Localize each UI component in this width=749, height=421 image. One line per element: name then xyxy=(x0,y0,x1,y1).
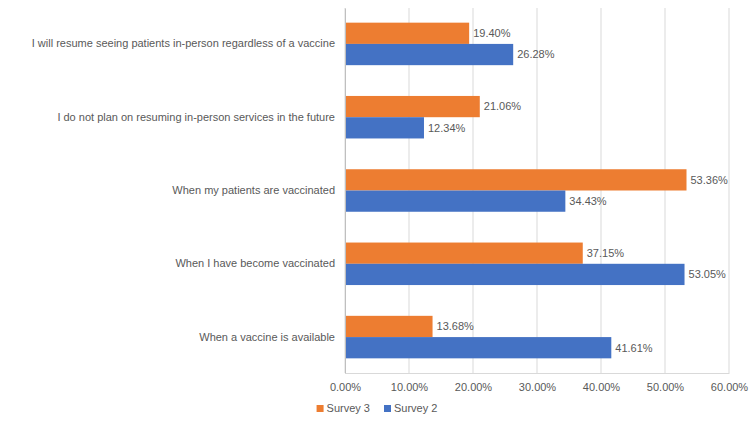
category-label: When a vaccine is available xyxy=(199,331,335,343)
bar xyxy=(345,337,611,358)
x-axis: 0.00% 10.00% 20.00% 30.00% 40.00% 50.00% 60.00… xyxy=(330,373,748,393)
legend-item: Survey 3 xyxy=(317,402,370,414)
bar xyxy=(345,169,687,190)
category-label: I do not plan on resuming in-person serv… xyxy=(57,111,335,123)
x-tick-label: 20.00% xyxy=(455,381,493,393)
category-label: When my patients are vaccinated xyxy=(172,184,335,196)
data-label: 12.34% xyxy=(428,122,466,134)
y-axis: I will resume seeing patients in-person … xyxy=(32,9,346,374)
data-label: 53.05% xyxy=(689,268,727,280)
bar xyxy=(345,191,565,212)
legend-label: Survey 2 xyxy=(394,402,437,414)
bar xyxy=(345,264,685,285)
y-tick: I will resume seeing patients in-person … xyxy=(32,37,345,49)
x-tick: 20.00% xyxy=(455,373,493,393)
bar xyxy=(345,316,433,337)
grid-line xyxy=(729,8,730,373)
x-tick: 60.00% xyxy=(711,373,749,393)
bar xyxy=(345,96,480,117)
bar xyxy=(345,44,513,65)
legend: Survey 3 Survey 2 xyxy=(317,402,438,414)
y-tick: When I have become vaccinated xyxy=(175,257,345,269)
legend-swatch xyxy=(317,405,324,412)
data-label: 13.68% xyxy=(437,320,475,332)
data-label: 19.40% xyxy=(473,27,511,39)
data-label: 53.36% xyxy=(691,174,729,186)
x-tick: 10.00% xyxy=(391,373,429,393)
legend-swatch xyxy=(384,405,391,412)
bar xyxy=(345,23,469,44)
data-label: 34.43% xyxy=(569,195,607,207)
data-labels: 19.40% 21.06% 53.36% 37.15% 13.68% 26.28% 12.3… xyxy=(428,27,728,353)
y-tick: When a vaccine is available xyxy=(199,331,345,343)
chart: 19.40% 21.06% 53.36% 37.15% 13.68% 26.28% 12.3… xyxy=(0,0,749,421)
grid-line xyxy=(345,8,346,373)
x-tick-label: 60.00% xyxy=(711,381,749,393)
category-label: I will resume seeing patients in-person … xyxy=(32,37,335,49)
grid xyxy=(345,8,729,373)
legend-label: Survey 3 xyxy=(327,402,370,414)
x-axis-line xyxy=(346,373,730,374)
legend-item: Survey 2 xyxy=(384,402,437,414)
x-tick: 50.00% xyxy=(647,373,685,393)
data-label: 26.28% xyxy=(517,48,555,60)
x-tick-label: 40.00% xyxy=(583,381,621,393)
data-label: 37.15% xyxy=(587,247,625,259)
x-tick-label: 50.00% xyxy=(647,381,685,393)
bar xyxy=(345,243,583,264)
data-label: 41.61% xyxy=(615,342,653,354)
x-tick: 40.00% xyxy=(583,373,621,393)
y-axis-line xyxy=(345,9,346,374)
x-tick-label: 30.00% xyxy=(519,381,557,393)
x-tick: 30.00% xyxy=(519,373,557,393)
bars xyxy=(345,23,687,359)
x-tick-label: 0.00% xyxy=(330,381,361,393)
bar xyxy=(345,117,424,138)
y-tick: When my patients are vaccinated xyxy=(172,184,345,196)
category-label: When I have become vaccinated xyxy=(175,257,335,269)
data-label: 21.06% xyxy=(484,100,522,112)
x-tick-label: 10.00% xyxy=(391,381,429,393)
y-tick: I do not plan on resuming in-person serv… xyxy=(57,111,345,123)
x-tick: 0.00% xyxy=(330,373,361,393)
